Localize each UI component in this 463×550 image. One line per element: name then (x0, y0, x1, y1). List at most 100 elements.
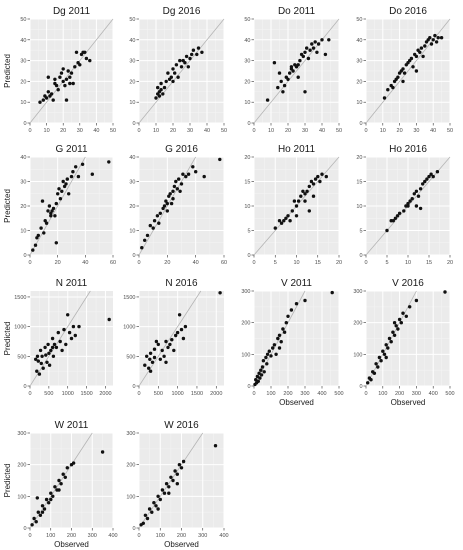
data-point (254, 378, 258, 382)
data-point (80, 162, 85, 166)
x-tick-label: 20 (164, 260, 170, 266)
data-point (179, 182, 184, 186)
y-axis-title: Predicted (3, 322, 12, 356)
facet-panel: Dg 2016 0 10 20 30 40 50 0 10 20 30 40 50 (129, 6, 227, 134)
y-tick-label: 30 (356, 59, 362, 65)
data-point (158, 211, 162, 215)
data-point (320, 172, 324, 176)
data-point (162, 85, 167, 90)
y-tick-label: 40 (356, 38, 362, 44)
x-tick-label: 20 (170, 128, 176, 134)
facet-title: V 2016 (392, 278, 424, 289)
data-point (316, 174, 320, 179)
y-tick-label: 500 (126, 354, 135, 360)
y-tick-label: 10 (356, 204, 362, 210)
x-tick-label: 20 (60, 128, 66, 134)
data-point (32, 516, 36, 521)
x-tick-label: 0 (137, 533, 140, 539)
x-tick-label: 10 (405, 260, 411, 266)
data-point (408, 305, 412, 309)
data-point (53, 77, 57, 82)
y-tick-label: 0 (247, 253, 250, 259)
data-point (288, 71, 292, 75)
y-tick-label: 20 (20, 204, 26, 210)
y-tick-label: 0 (23, 526, 26, 532)
identity-reference-line (253, 290, 306, 387)
data-point (434, 40, 439, 44)
x-tick-label: 20 (285, 128, 291, 134)
x-tick-label: 500 (334, 391, 343, 397)
data-point (52, 342, 57, 347)
x-tick-label: 40 (193, 260, 199, 266)
data-point (395, 214, 400, 218)
facet-title: G 2011 (55, 144, 87, 155)
data-point (301, 189, 305, 193)
facet-panel: Ho 2011 0 5 10 15 20 0 5 10 15 20 (244, 144, 342, 266)
y-tick-label: 1000 (14, 325, 26, 331)
data-point (107, 317, 111, 322)
data-point (66, 313, 70, 317)
data-point (147, 507, 152, 511)
x-tick-label: 40 (430, 128, 436, 134)
data-point (271, 346, 275, 350)
data-point (68, 81, 72, 86)
data-point (67, 330, 72, 335)
data-point (381, 349, 385, 353)
data-point (178, 58, 182, 63)
data-point (71, 170, 75, 174)
data-point (152, 347, 157, 351)
data-point (191, 48, 196, 52)
data-point (162, 204, 167, 208)
x-tick-label: 40 (93, 128, 99, 134)
data-point (418, 50, 422, 54)
y-tick-label: 100 (17, 494, 26, 500)
data-point (156, 507, 160, 511)
x-tick-label: 60 (110, 260, 116, 266)
x-tick-label: 20 (336, 260, 342, 266)
data-point (169, 475, 173, 479)
data-point (181, 172, 185, 176)
y-tick-label: 10 (20, 100, 26, 106)
data-point (411, 65, 415, 69)
y-axis-title: Predicted (3, 54, 12, 88)
data-point (382, 96, 387, 100)
y-tick-label: 200 (241, 321, 250, 327)
x-axis-title: Observed (391, 398, 426, 407)
data-point (158, 497, 162, 502)
data-point (57, 478, 61, 483)
data-point (184, 54, 189, 59)
data-point (47, 363, 52, 367)
data-point (296, 199, 301, 203)
data-point (46, 209, 50, 213)
data-point (74, 165, 78, 169)
y-tick-label: 30 (20, 59, 26, 65)
y-tick-label: 0 (132, 253, 135, 259)
data-point (391, 330, 395, 334)
y-tick-label: 0 (359, 253, 362, 259)
x-tick-label: 200 (67, 533, 76, 539)
x-tick-label: 1000 (172, 391, 184, 397)
identity-reference-line (138, 18, 225, 124)
x-tick-label: 1000 (62, 391, 74, 397)
data-point (384, 343, 388, 347)
data-point (164, 339, 168, 344)
data-point (50, 345, 55, 350)
data-point (175, 330, 180, 335)
y-tick-label: 5 (359, 229, 362, 235)
identity-reference-line (365, 290, 417, 387)
y-tick-label: 500 (17, 354, 26, 360)
facet-panel: Do 2016 0 10 20 30 40 50 0 10 20 30 40 50 (356, 6, 453, 134)
data-point (51, 206, 56, 211)
data-point (298, 58, 302, 63)
data-point (414, 298, 419, 303)
data-point (279, 340, 283, 344)
identity-reference-line (29, 18, 114, 124)
x-tick-label: 0 (28, 391, 31, 397)
data-point (38, 348, 43, 353)
y-tick-label: 300 (241, 289, 250, 295)
data-point (318, 179, 322, 184)
data-point (157, 221, 161, 225)
data-point (277, 71, 282, 75)
data-point (59, 482, 63, 486)
